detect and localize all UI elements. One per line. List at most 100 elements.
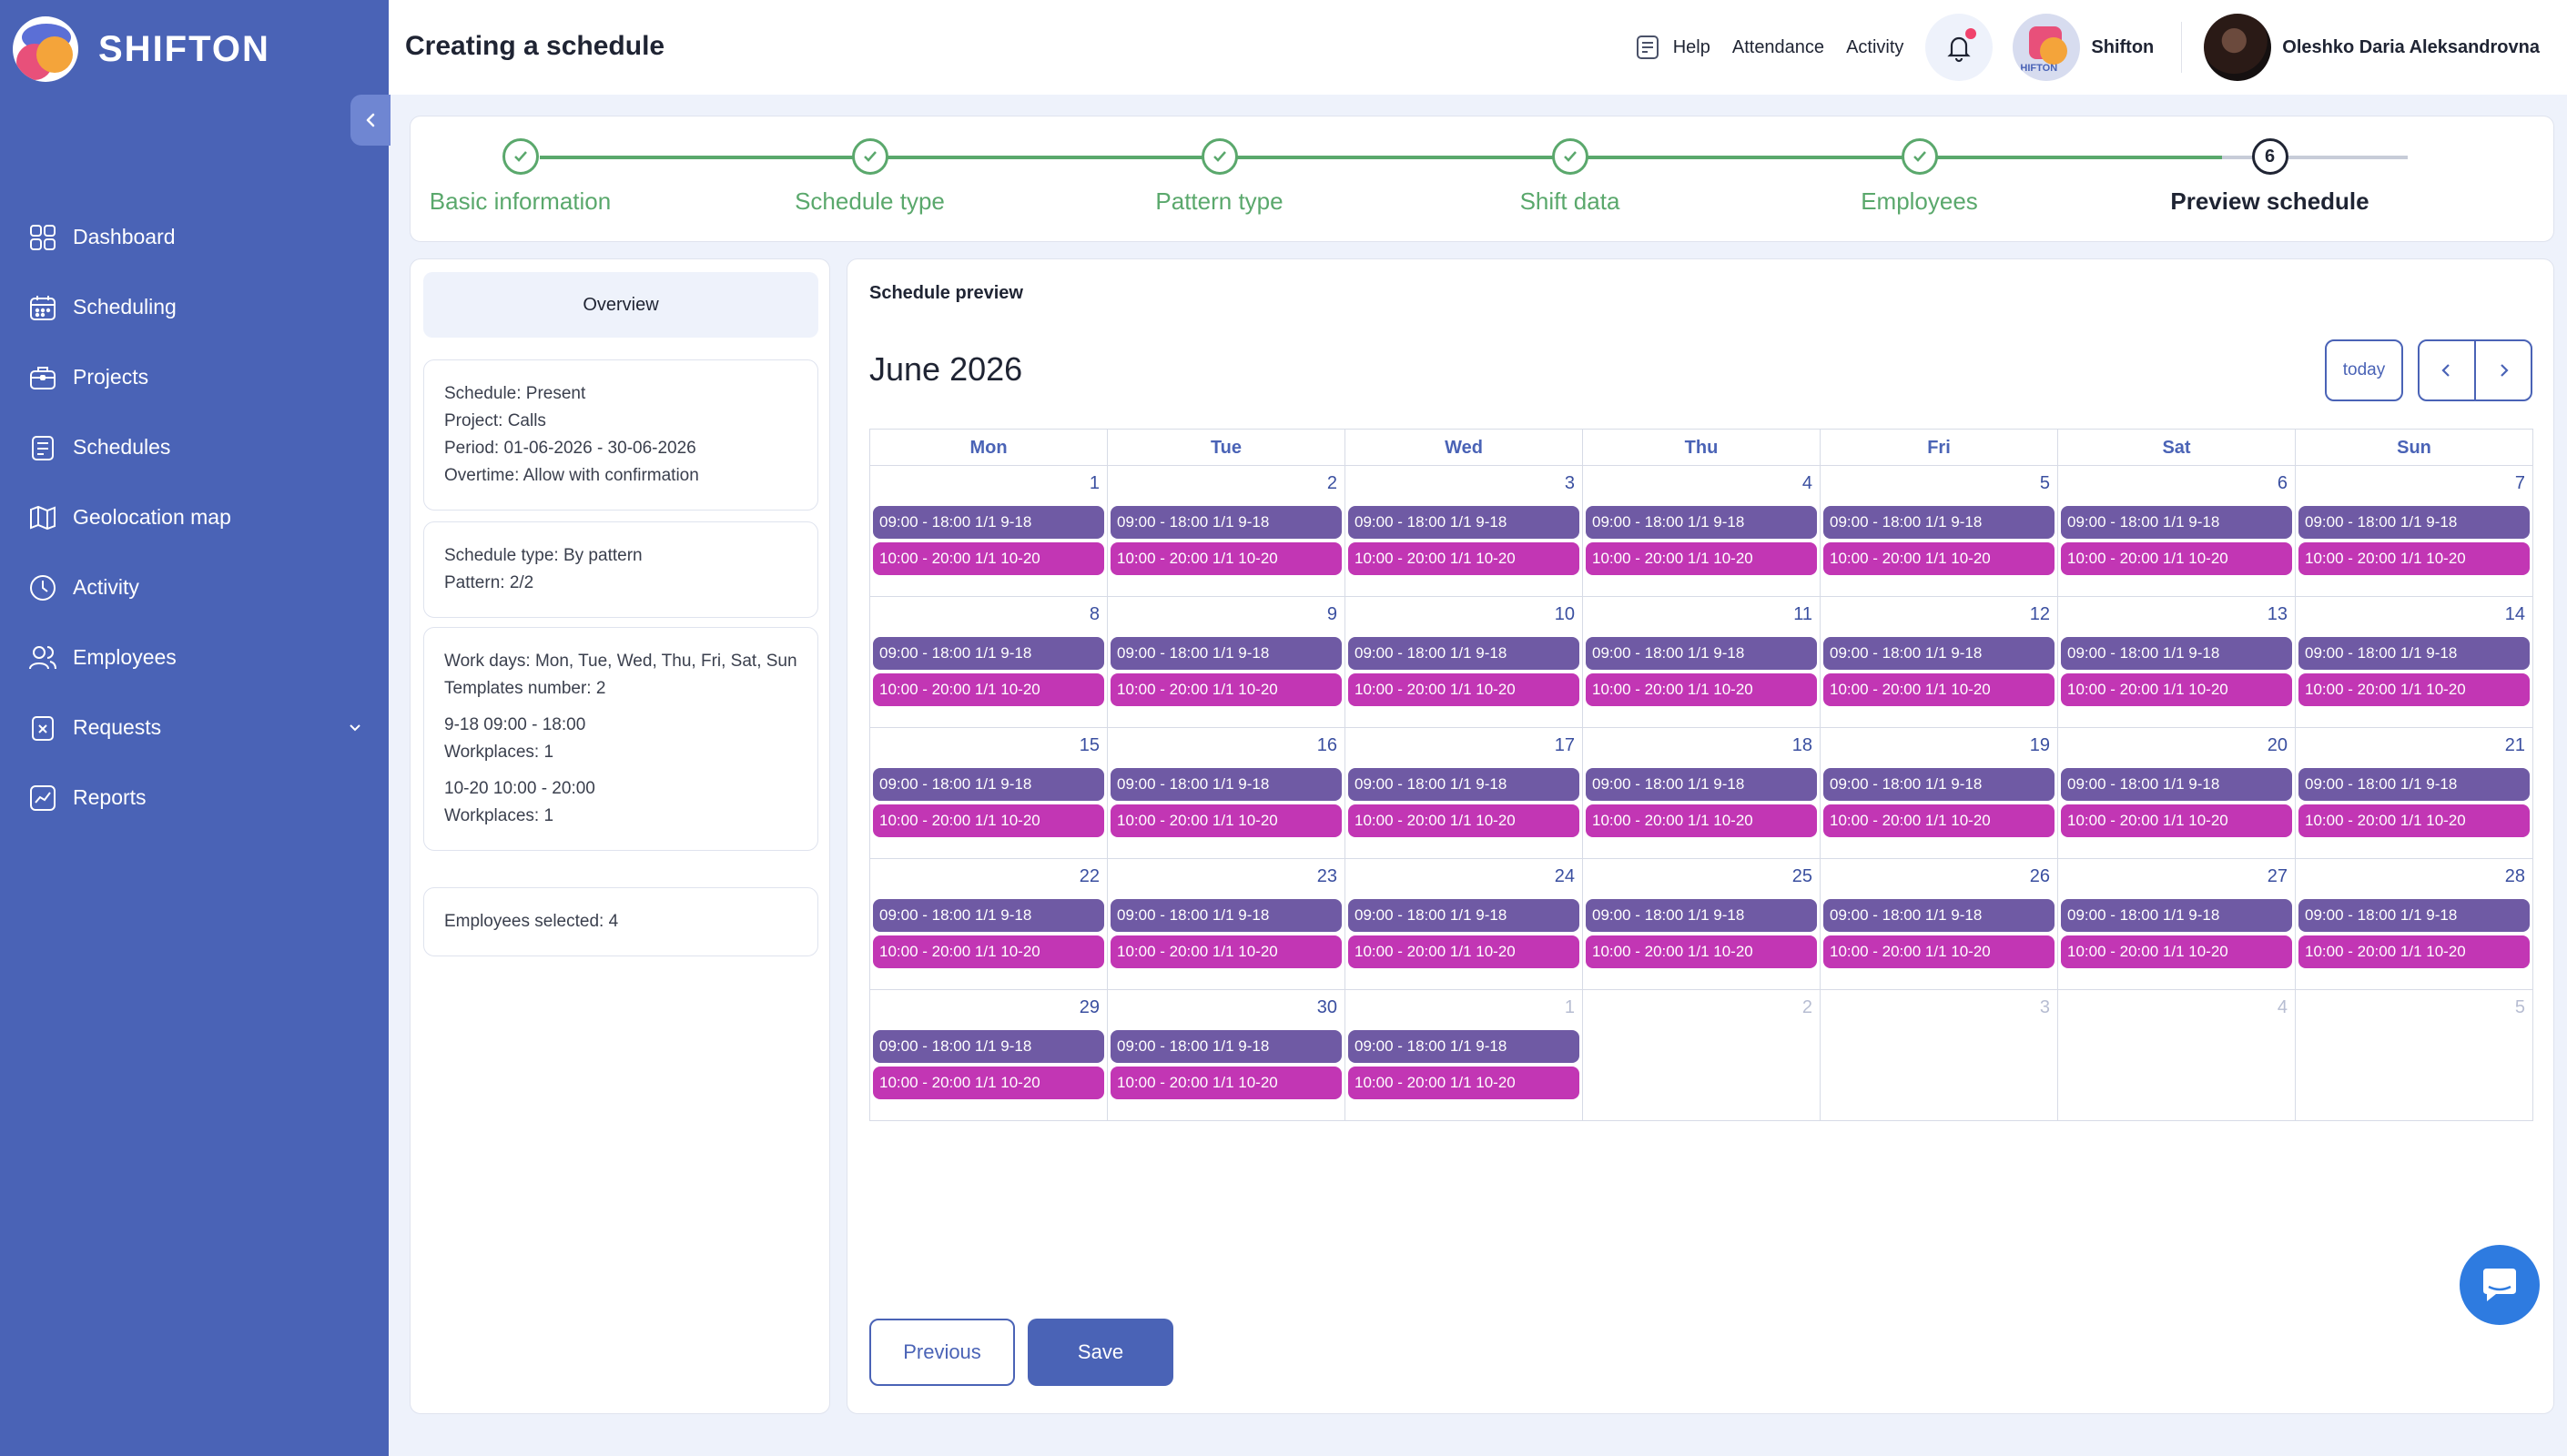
avatar[interactable] xyxy=(2204,14,2272,81)
calendar-day-cell[interactable]: 30 09:00 - 18:00 1/1 9-18 10:00 - 20:00 1/… xyxy=(1108,990,1345,1121)
calendar-day-cell[interactable]: 25 09:00 - 18:00 1/1 9-18 10:00 - 20:00 1/… xyxy=(1583,859,1821,990)
shift-event-10-20[interactable]: 10:00 - 20:00 1/1 10-20 xyxy=(1348,673,1579,706)
shift-event-10-20[interactable]: 10:00 - 20:00 1/1 10-20 xyxy=(2061,935,2292,968)
shift-event-10-20[interactable]: 10:00 - 20:00 1/1 10-20 xyxy=(1348,1067,1579,1099)
shift-event-9-18[interactable]: 09:00 - 18:00 1/1 9-18 xyxy=(1348,637,1579,670)
shift-event-9-18[interactable]: 09:00 - 18:00 1/1 9-18 xyxy=(1586,768,1817,801)
shift-event-10-20[interactable]: 10:00 - 20:00 1/1 10-20 xyxy=(1111,1067,1342,1099)
step-preview-schedule[interactable]: 6 Preview schedule xyxy=(2095,138,2445,216)
shift-event-9-18[interactable]: 09:00 - 18:00 1/1 9-18 xyxy=(1111,899,1342,932)
calendar-day-cell[interactable]: 13 09:00 - 18:00 1/1 9-18 10:00 - 20:00 1/… xyxy=(2058,597,2296,728)
shift-event-9-18[interactable]: 09:00 - 18:00 1/1 9-18 xyxy=(2061,899,2292,932)
calendar-day-cell[interactable]: 5 xyxy=(2296,990,2533,1121)
calendar-day-cell[interactable]: 11 09:00 - 18:00 1/1 9-18 10:00 - 20:00 1/… xyxy=(1583,597,1821,728)
step-shift-data[interactable]: Shift data xyxy=(1395,138,1745,216)
shift-event-9-18[interactable]: 09:00 - 18:00 1/1 9-18 xyxy=(2298,899,2530,932)
prev-month-button[interactable] xyxy=(2420,341,2476,399)
sidebar-item-geolocation-map[interactable]: Geolocation map xyxy=(27,482,364,552)
shift-event-9-18[interactable]: 09:00 - 18:00 1/1 9-18 xyxy=(1586,899,1817,932)
shift-event-9-18[interactable]: 09:00 - 18:00 1/1 9-18 xyxy=(1111,768,1342,801)
shift-event-10-20[interactable]: 10:00 - 20:00 1/1 10-20 xyxy=(873,673,1104,706)
shift-event-10-20[interactable]: 10:00 - 20:00 1/1 10-20 xyxy=(1111,542,1342,575)
calendar-day-cell[interactable]: 10 09:00 - 18:00 1/1 9-18 10:00 - 20:00 1/… xyxy=(1345,597,1583,728)
shift-event-9-18[interactable]: 09:00 - 18:00 1/1 9-18 xyxy=(1586,637,1817,670)
chevron-down-icon[interactable] xyxy=(346,719,364,737)
calendar-day-cell[interactable]: 2 xyxy=(1583,990,1821,1121)
shift-event-9-18[interactable]: 09:00 - 18:00 1/1 9-18 xyxy=(1823,768,2055,801)
shift-event-9-18[interactable]: 09:00 - 18:00 1/1 9-18 xyxy=(1348,899,1579,932)
shift-event-10-20[interactable]: 10:00 - 20:00 1/1 10-20 xyxy=(873,804,1104,837)
calendar-day-cell[interactable]: 9 09:00 - 18:00 1/1 9-18 10:00 - 20:00 1/1… xyxy=(1108,597,1345,728)
shift-event-10-20[interactable]: 10:00 - 20:00 1/1 10-20 xyxy=(1348,804,1579,837)
shift-event-9-18[interactable]: 09:00 - 18:00 1/1 9-18 xyxy=(1586,506,1817,539)
shift-event-10-20[interactable]: 10:00 - 20:00 1/1 10-20 xyxy=(1111,804,1342,837)
shift-event-9-18[interactable]: 09:00 - 18:00 1/1 9-18 xyxy=(2298,637,2530,670)
shift-event-9-18[interactable]: 09:00 - 18:00 1/1 9-18 xyxy=(1823,637,2055,670)
calendar-day-cell[interactable]: 29 09:00 - 18:00 1/1 9-18 10:00 - 20:00 1/… xyxy=(870,990,1108,1121)
shift-event-9-18[interactable]: 09:00 - 18:00 1/1 9-18 xyxy=(873,1030,1104,1063)
step-pattern-type[interactable]: Pattern type xyxy=(1044,138,1395,216)
sidebar-item-employees[interactable]: Employees xyxy=(27,622,364,693)
calendar-day-cell[interactable]: 26 09:00 - 18:00 1/1 9-18 10:00 - 20:00 1/… xyxy=(1821,859,2058,990)
shift-event-10-20[interactable]: 10:00 - 20:00 1/1 10-20 xyxy=(2061,673,2292,706)
shift-event-10-20[interactable]: 10:00 - 20:00 1/1 10-20 xyxy=(2298,673,2530,706)
shift-event-10-20[interactable]: 10:00 - 20:00 1/1 10-20 xyxy=(1586,542,1817,575)
shift-event-10-20[interactable]: 10:00 - 20:00 1/1 10-20 xyxy=(1586,804,1817,837)
shift-event-10-20[interactable]: 10:00 - 20:00 1/1 10-20 xyxy=(2298,542,2530,575)
shift-event-9-18[interactable]: 09:00 - 18:00 1/1 9-18 xyxy=(2061,506,2292,539)
sidebar-item-schedules[interactable]: Schedules xyxy=(27,412,364,482)
calendar-day-cell[interactable]: 7 09:00 - 18:00 1/1 9-18 10:00 - 20:00 1/1… xyxy=(2296,466,2533,597)
notifications-button[interactable] xyxy=(1925,14,1994,81)
step-schedule-type[interactable]: Schedule type xyxy=(695,138,1045,216)
previous-button[interactable]: Previous xyxy=(869,1319,1015,1386)
shift-event-9-18[interactable]: 09:00 - 18:00 1/1 9-18 xyxy=(873,506,1104,539)
shift-event-10-20[interactable]: 10:00 - 20:00 1/1 10-20 xyxy=(2298,935,2530,968)
calendar-day-cell[interactable]: 4 09:00 - 18:00 1/1 9-18 10:00 - 20:00 1/1… xyxy=(1583,466,1821,597)
shift-event-10-20[interactable]: 10:00 - 20:00 1/1 10-20 xyxy=(1823,935,2055,968)
shift-event-9-18[interactable]: 09:00 - 18:00 1/1 9-18 xyxy=(2298,506,2530,539)
user-name[interactable]: Oleshko Daria Aleksandrovna xyxy=(2282,36,2540,57)
shift-event-10-20[interactable]: 10:00 - 20:00 1/1 10-20 xyxy=(2061,542,2292,575)
calendar-day-cell[interactable]: 12 09:00 - 18:00 1/1 9-18 10:00 - 20:00 1/… xyxy=(1821,597,2058,728)
shift-event-10-20[interactable]: 10:00 - 20:00 1/1 10-20 xyxy=(1823,542,2055,575)
shift-event-9-18[interactable]: 09:00 - 18:00 1/1 9-18 xyxy=(1111,1030,1342,1063)
step-employees[interactable]: Employees xyxy=(1744,138,2095,216)
shift-event-10-20[interactable]: 10:00 - 20:00 1/1 10-20 xyxy=(1111,935,1342,968)
shift-event-10-20[interactable]: 10:00 - 20:00 1/1 10-20 xyxy=(1348,542,1579,575)
calendar-day-cell[interactable]: 15 09:00 - 18:00 1/1 9-18 10:00 - 20:00 1/… xyxy=(870,728,1108,859)
calendar-day-cell[interactable]: 24 09:00 - 18:00 1/1 9-18 10:00 - 20:00 1/… xyxy=(1345,859,1583,990)
shift-event-10-20[interactable]: 10:00 - 20:00 1/1 10-20 xyxy=(1111,673,1342,706)
sidebar-item-activity[interactable]: Activity xyxy=(27,552,364,622)
shift-event-10-20[interactable]: 10:00 - 20:00 1/1 10-20 xyxy=(873,1067,1104,1099)
shift-event-9-18[interactable]: 09:00 - 18:00 1/1 9-18 xyxy=(873,899,1104,932)
calendar-day-cell[interactable]: 6 09:00 - 18:00 1/1 9-18 10:00 - 20:00 1/1… xyxy=(2058,466,2296,597)
shift-event-9-18[interactable]: 09:00 - 18:00 1/1 9-18 xyxy=(1348,1030,1579,1063)
shift-event-10-20[interactable]: 10:00 - 20:00 1/1 10-20 xyxy=(873,542,1104,575)
step-basic-information[interactable]: Basic information xyxy=(345,138,695,216)
calendar-day-cell[interactable]: 16 09:00 - 18:00 1/1 9-18 10:00 - 20:00 1/… xyxy=(1108,728,1345,859)
calendar-day-cell[interactable]: 19 09:00 - 18:00 1/1 9-18 10:00 - 20:00 1/… xyxy=(1821,728,2058,859)
attendance-link[interactable]: Attendance xyxy=(1731,36,1825,57)
brand[interactable]: SHIFTON xyxy=(13,16,270,82)
calendar-day-cell[interactable]: 14 09:00 - 18:00 1/1 9-18 10:00 - 20:00 1/… xyxy=(2296,597,2533,728)
calendar-day-cell[interactable]: 22 09:00 - 18:00 1/1 9-18 10:00 - 20:00 1/… xyxy=(870,859,1108,990)
sidebar-item-projects[interactable]: Projects xyxy=(27,342,364,412)
help-link[interactable]: Help xyxy=(1633,33,1710,62)
calendar-day-cell[interactable]: 23 09:00 - 18:00 1/1 9-18 10:00 - 20:00 1/… xyxy=(1108,859,1345,990)
calendar-day-cell[interactable]: 1 09:00 - 18:00 1/1 9-18 10:00 - 20:00 1/1… xyxy=(1345,990,1583,1121)
sidebar-item-requests[interactable]: Requests xyxy=(27,693,364,763)
company-logo[interactable]: HIFTON xyxy=(2013,14,2081,81)
calendar-day-cell[interactable]: 17 09:00 - 18:00 1/1 9-18 10:00 - 20:00 1/… xyxy=(1345,728,1583,859)
shift-event-10-20[interactable]: 10:00 - 20:00 1/1 10-20 xyxy=(2298,804,2530,837)
calendar-day-cell[interactable]: 1 09:00 - 18:00 1/1 9-18 10:00 - 20:00 1/1… xyxy=(870,466,1108,597)
calendar-day-cell[interactable]: 5 09:00 - 18:00 1/1 9-18 10:00 - 20:00 1/1… xyxy=(1821,466,2058,597)
tab-overview[interactable]: Overview xyxy=(423,272,818,338)
shift-event-10-20[interactable]: 10:00 - 20:00 1/1 10-20 xyxy=(873,935,1104,968)
shift-event-9-18[interactable]: 09:00 - 18:00 1/1 9-18 xyxy=(2298,768,2530,801)
shift-event-10-20[interactable]: 10:00 - 20:00 1/1 10-20 xyxy=(1823,673,2055,706)
shift-event-9-18[interactable]: 09:00 - 18:00 1/1 9-18 xyxy=(2061,637,2292,670)
chat-support-button[interactable] xyxy=(2460,1245,2540,1325)
calendar-day-cell[interactable]: 4 xyxy=(2058,990,2296,1121)
calendar-day-cell[interactable]: 20 09:00 - 18:00 1/1 9-18 10:00 - 20:00 1/… xyxy=(2058,728,2296,859)
shift-event-10-20[interactable]: 10:00 - 20:00 1/1 10-20 xyxy=(2061,804,2292,837)
